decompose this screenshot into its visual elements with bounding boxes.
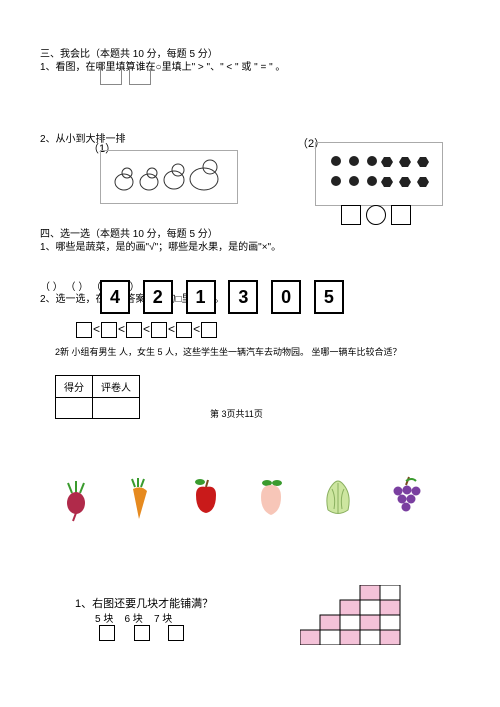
q3-1-text: 1、看图，在哪里填算谁在○里填上" > "、" < " 或 " = " 。 (40, 58, 285, 73)
q-fill-text: 1、右图还要几块才能铺满？ (75, 595, 213, 611)
q4-1-text: 1、哪些是蔬菜，是的画"√"；哪些是水果，是的画"×"。 (40, 238, 281, 253)
card-3: 3 (228, 280, 258, 314)
fill-option-boxes[interactable] (98, 625, 185, 641)
card-1: 1 (186, 280, 216, 314)
ducks-icon (109, 157, 229, 197)
q4-2b-text: 2新 小组有男生 人，女生 5 人，这些学生坐一辆汽车去动物园。 坐哪一辆车比较… (55, 345, 402, 358)
card-0: 0 (271, 280, 301, 314)
page-footer: 第 3页共11页 (210, 407, 263, 420)
grapes-icon (394, 477, 421, 512)
carrot-icon (132, 478, 147, 519)
q3-1-boxes (100, 68, 151, 88)
step-grid (300, 585, 410, 648)
fruit-row (60, 475, 440, 528)
number-cards: 4 2 1 3 0 5 (95, 280, 349, 314)
reviewer-header: 评卷人 (93, 376, 140, 398)
scoring-table: 得分评卷人 (55, 375, 140, 419)
compare-row[interactable]: <<<<< (75, 322, 218, 338)
radish-icon (67, 481, 85, 521)
cabbage-icon (327, 481, 349, 514)
panel-icons (315, 142, 443, 206)
card-5: 5 (314, 280, 344, 314)
icon-grid (324, 149, 434, 199)
apple-icon (195, 479, 216, 513)
card-4: 4 (100, 280, 130, 314)
peach-icon (261, 480, 282, 515)
card-2: 2 (143, 280, 173, 314)
fill-options[interactable]: 5 块 6 块 7 块 (95, 610, 172, 625)
answer-shapes[interactable] (340, 205, 412, 225)
score-header: 得分 (56, 376, 93, 398)
panel-ducks (100, 150, 238, 204)
